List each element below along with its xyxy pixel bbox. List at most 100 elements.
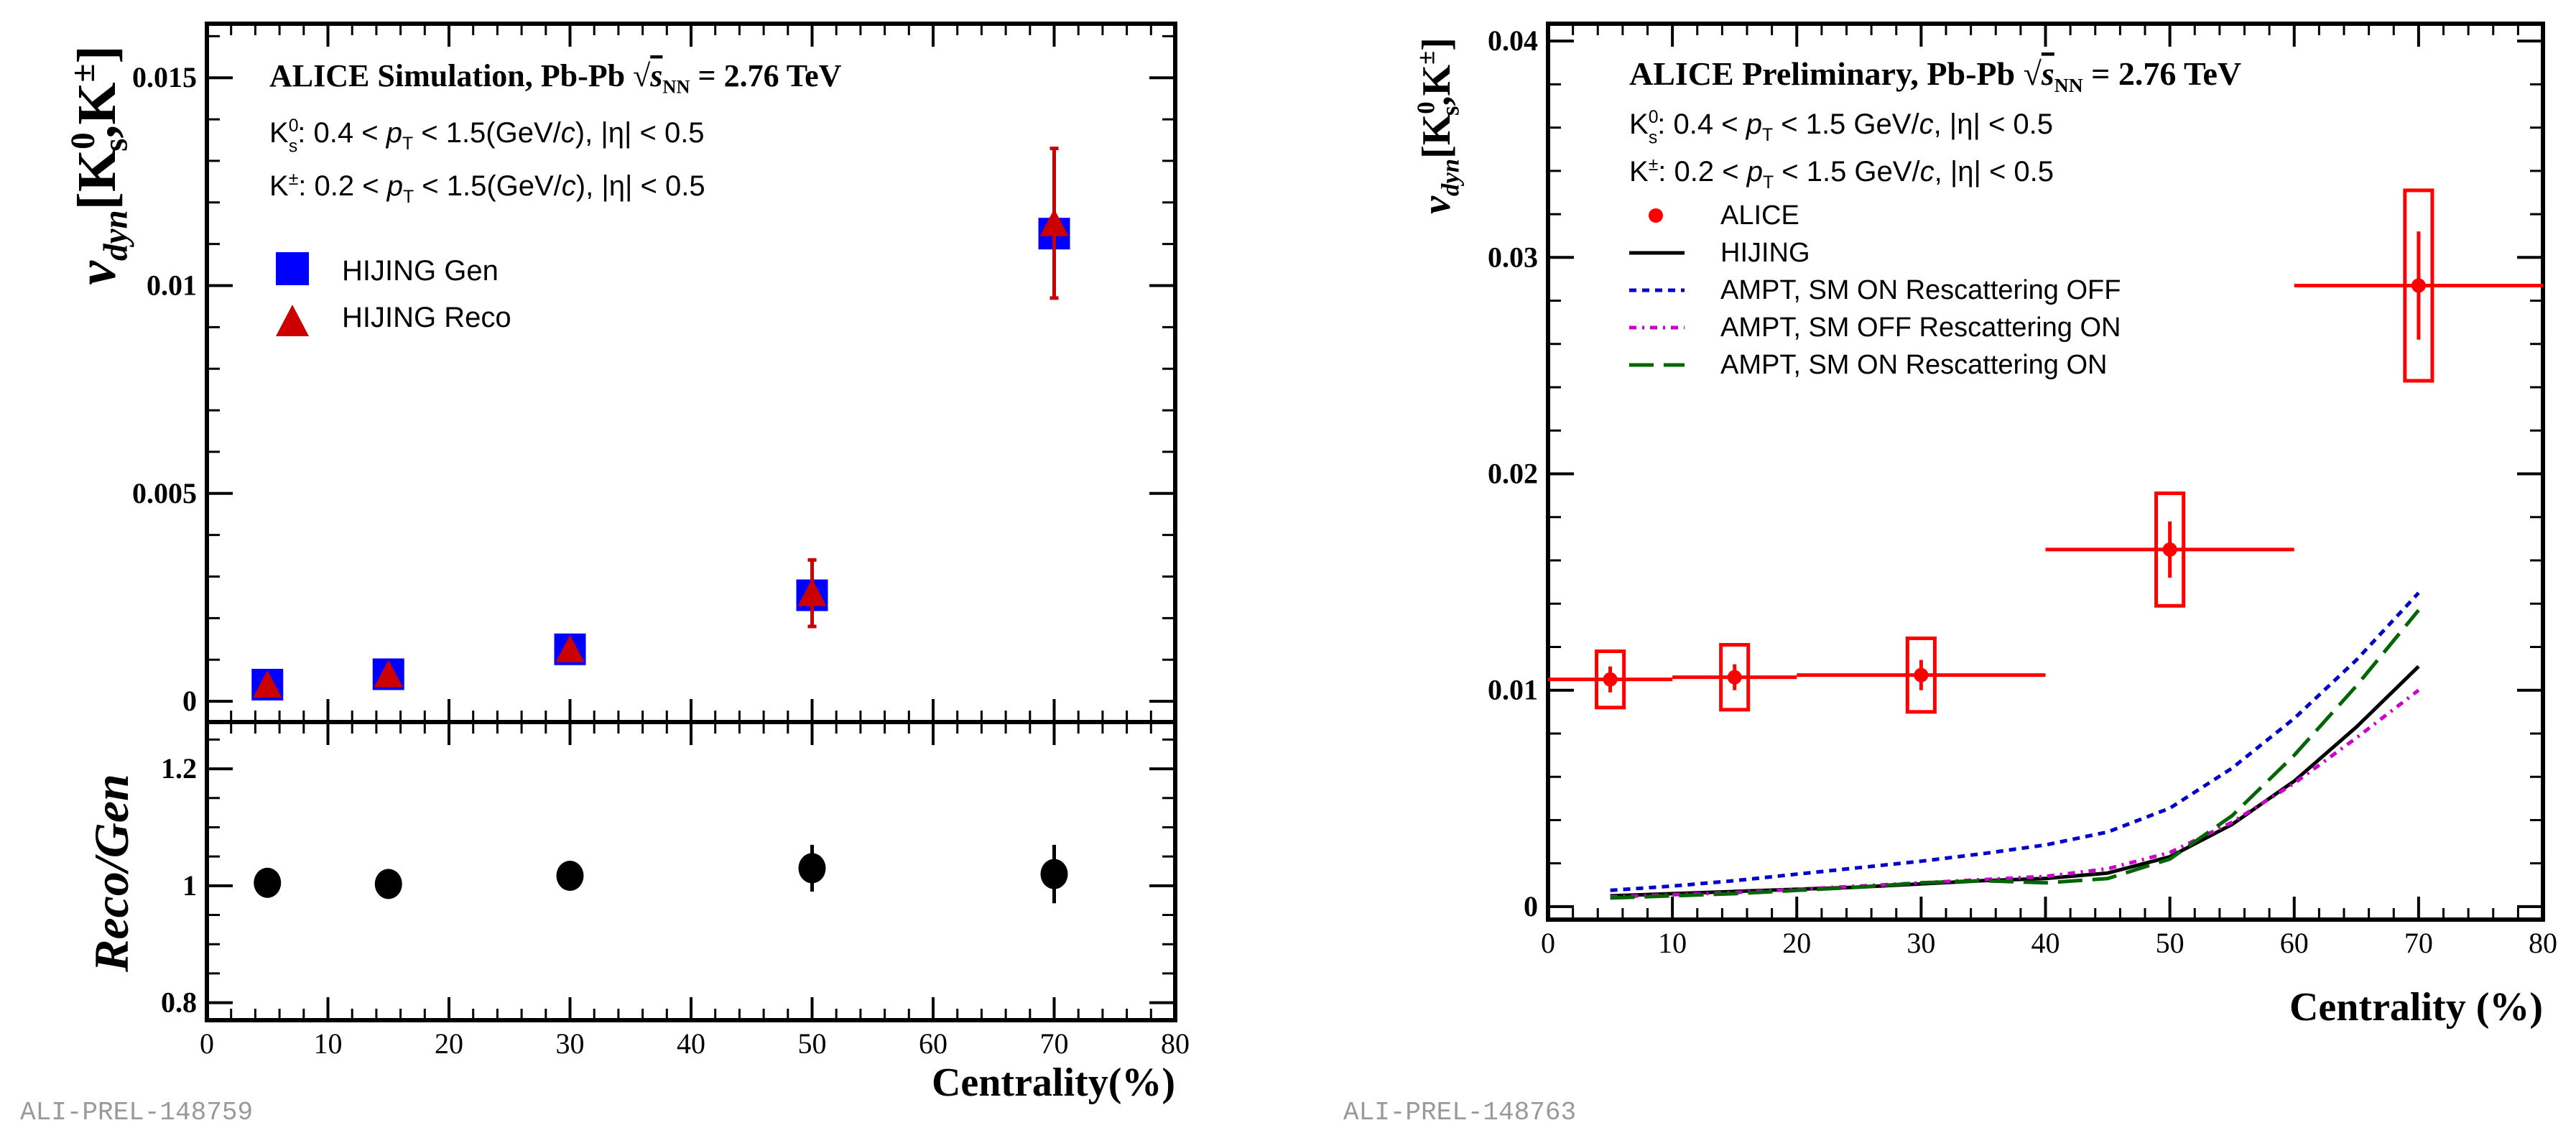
right-cut-kpm-text2: < 1.5 GeV/ [1774, 156, 1920, 188]
left-top-cut-k0-particle: K [269, 117, 289, 149]
right-cut-kpm-pt: p [1746, 156, 1763, 188]
left-top-cut-kpm-text2: < 1.5(GeV/ [414, 170, 562, 202]
right-cut-k0-ptsub: T [1762, 126, 1773, 145]
right-cut-kpm-c: c [1920, 156, 1935, 188]
right-cut-kpm: K±: 0.2 < pT < 1.5 GeV/c, |η| < 0.5 [1629, 155, 2054, 193]
ratio-point [254, 867, 282, 898]
right-cut-kpm-sup: ± [1649, 155, 1659, 175]
left-top-cut-kpm-pt: p [386, 170, 403, 202]
left-bottom-ylabel: Reco/Gen [84, 774, 139, 973]
ylabel-close: ] [67, 45, 127, 63]
legend-marker-hijing-reco [276, 305, 309, 336]
model-curve-1 [1610, 591, 2420, 892]
right-cut-k0-c: c [1919, 108, 1934, 140]
right-x-tick-label: 80 [2529, 927, 2557, 959]
title-nn: NN [2054, 74, 2083, 96]
legend-marker-alice [1649, 208, 1663, 223]
ylabel-k: ,K [67, 82, 127, 138]
ylabel-sub: dyn [98, 210, 135, 261]
left-bottom-x-tick-label: 30 [556, 1027, 585, 1060]
ylabel-pm: ± [1412, 51, 1440, 65]
right-x-tick-label: 70 [2404, 927, 2433, 959]
model-curve-3 [1610, 609, 2420, 900]
reco-point [555, 634, 585, 662]
alice-point [1727, 670, 1742, 685]
right-x-tick-label: 50 [2156, 927, 2184, 959]
left-top-cut-kpm-sup: ± [289, 170, 299, 189]
right-x-tick-label: 20 [1782, 927, 1811, 959]
ylabel-sub: dyn [1436, 159, 1464, 196]
reco-point [374, 660, 403, 688]
left-top-ylabel-text: vdyn[K0s,K±] [65, 45, 135, 285]
right-cut-kpm-particle: K [1629, 156, 1649, 188]
left-bottom-frame [205, 720, 1177, 1022]
ylabel-subs: s [98, 139, 135, 152]
left-top-y-tick-label: 0.005 [132, 477, 197, 509]
legend-label-3: AMPT, SM OFF Rescattering ON [1720, 313, 2121, 343]
right-cut-k0-sub: s [1649, 129, 1657, 148]
ratio-point [556, 861, 584, 892]
right-cut-k0-particle: K [1629, 108, 1649, 140]
right-preliminary-label: ALI-PREL-148763 [1343, 1098, 1576, 1127]
left-bottom-x-tick-label: 10 [314, 1027, 343, 1060]
right-y-tick-label: 0 [1524, 890, 1538, 922]
alice-point [2162, 542, 2177, 557]
alice-point [2411, 278, 2426, 293]
left-bottom-x-tick-label: 70 [1040, 1027, 1069, 1060]
right-cut-k0-text3: , |η| < 0.5 [1934, 108, 2053, 140]
title-text: ALICE Preliminary, Pb-Pb [1629, 55, 2015, 92]
left-top-cut-kpm-ptsub: T [403, 188, 414, 207]
right-cut-k0: K0 s: 0.4 < pT < 1.5 GeV/c, |η| < 0.5 [1629, 108, 2053, 148]
left-top-cut-kpm-text3: ), |η| < 0.5 [576, 170, 705, 202]
right-y-tick-label: 0.03 [1488, 241, 1538, 273]
left-bottom-xlabel: Centrality(%) [932, 1060, 1175, 1105]
left-preliminary-label: ALI-PREL-148759 [20, 1098, 253, 1127]
right-y-tick-label: 0.02 [1488, 458, 1538, 490]
right-x-tick-label: 30 [1906, 927, 1935, 959]
left-bottom-ylabel-text: Reco/Gen [84, 774, 139, 973]
right-cut-k0-text1: : 0.4 < [1657, 108, 1746, 140]
left-top-cut-k0: K0 s: 0.4 < pT < 1.5(GeV/c), |η| < 0.5 [269, 116, 705, 157]
left-top-cut-k0-ptsub: T [402, 134, 413, 154]
left-bottom-y-tick-label: 1 [182, 869, 197, 902]
legend-label-2: AMPT, SM ON Rescattering OFF [1720, 275, 2121, 305]
title-sqrt: √ [2015, 55, 2042, 92]
right-cut-kpm-ptsub: T [1763, 173, 1774, 193]
left-top-ylabel: vdyn[K0s,K±] [65, 45, 135, 285]
left-top-y-tick-label: 0 [182, 685, 197, 717]
left-bottom-x-tick-label: 0 [200, 1027, 214, 1060]
left-bottom-y-tick-label: 0.8 [161, 986, 197, 1019]
legend-label-hijing-gen: HIJING Gen [342, 255, 499, 287]
left-bottom-x-tick-label: 60 [919, 1027, 948, 1060]
right-ylabel: vdyn[K0s,K±] [1412, 37, 1465, 214]
left-top-cut-kpm-text1: : 0.2 < [298, 170, 386, 202]
right-x-tick-label: 0 [1541, 927, 1555, 959]
left-top-cut-kpm-particle: K [269, 170, 289, 202]
right-y-tick-label: 0.04 [1488, 24, 1538, 57]
legend-label-4: AMPT, SM ON Rescattering ON [1720, 350, 2107, 380]
title-text: ALICE Simulation, Pb-Pb [269, 58, 625, 93]
right-cut-k0-text2: < 1.5 GeV/ [1773, 108, 1919, 140]
left-top-cut-k0-pt: p [386, 117, 402, 149]
ylabel-v: v [1414, 195, 1459, 214]
right-cut-kpm-text3: , |η| < 0.5 [1935, 156, 2054, 188]
ratio-point [1040, 859, 1068, 889]
left-top-y-tick-label: 0.01 [147, 269, 197, 302]
left-top-cut-k0-text2: < 1.5(GeV/ [413, 117, 562, 149]
right-cut-k0-pt: p [1746, 108, 1762, 140]
title-energy: = 2.76 TeV [690, 58, 842, 93]
legend-label-0: ALICE [1720, 200, 1799, 231]
reco-point [253, 670, 282, 698]
alice-point [1603, 672, 1618, 687]
ylabel-v: v [67, 260, 127, 285]
right-x-tick-label: 40 [2031, 927, 2060, 959]
legend-label-1: HIJING [1720, 238, 1810, 268]
ylabel-k: ,K [1414, 64, 1459, 106]
title-nn: NN [662, 76, 690, 98]
ylabel-sup0: 0 [65, 132, 102, 149]
right-ylabel-text: vdyn[K0s,K±] [1412, 37, 1465, 214]
left-top-cut-kpm: K±: 0.2 < pT < 1.5(GeV/c), |η| < 0.5 [269, 170, 705, 207]
ylabel-close: ] [1414, 37, 1459, 51]
reco-point [1039, 208, 1069, 236]
